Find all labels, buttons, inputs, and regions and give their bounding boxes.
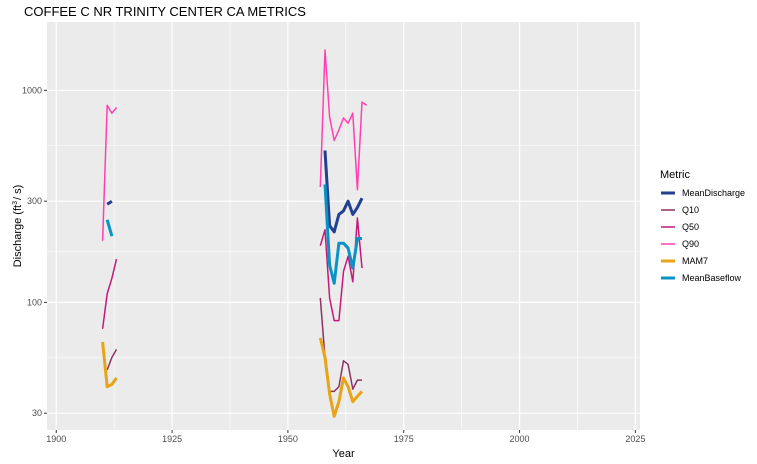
legend-label-meanbaseflow: MeanBaseflow <box>682 273 742 283</box>
y-axis-title-superscript: 3 <box>12 201 19 205</box>
y-axis-title: Discharge (ft3/ s) <box>12 185 24 268</box>
legend-label-q90: Q90 <box>682 239 699 249</box>
y-axis-title-main: Discharge (ft <box>12 205 24 267</box>
y-tick-label: 100 <box>27 297 42 307</box>
series-lines <box>101 49 368 418</box>
x-axis-ticks: 1900 1925 1950 1975 2000 2025 <box>46 430 645 444</box>
gridlines <box>47 22 640 430</box>
x-tick-label: 2025 <box>625 434 645 444</box>
series-line-mam7 <box>318 337 364 418</box>
y-axis-title-tail: / s) <box>12 185 24 200</box>
y-tick-label: 300 <box>27 196 42 206</box>
plot-panel <box>47 22 640 430</box>
series-line-meanbaseflow <box>323 184 362 285</box>
legend-label-mam7: MAM7 <box>682 256 708 266</box>
x-axis-title: Year <box>332 448 355 460</box>
legend: Metric MeanDischarge Q10 Q50 Q90 MAM7 MeanBas… <box>660 169 745 283</box>
legend-title: Metric <box>660 169 690 181</box>
y-tick-label: 1000 <box>22 85 42 95</box>
series-line-meanbaseflow <box>105 219 114 237</box>
x-tick-label: 1925 <box>162 434 182 444</box>
series-line-meandischarge <box>106 199 113 206</box>
series-line-mam7 <box>101 341 118 389</box>
series-line-q90 <box>101 104 118 241</box>
x-tick-label: 1950 <box>278 434 298 444</box>
legend-label-q10: Q10 <box>682 205 699 215</box>
series-line-q10 <box>106 349 118 371</box>
y-axis-ticks: 30 100 300 1000 <box>22 85 47 418</box>
series-line-q50 <box>101 258 118 329</box>
x-tick-label: 2000 <box>510 434 530 444</box>
series-line-meandischarge <box>323 150 364 234</box>
legend-label-meandischarge: MeanDischarge <box>682 188 745 198</box>
legend-label-q50: Q50 <box>682 222 699 232</box>
x-tick-label: 1975 <box>394 434 414 444</box>
series-line-q90 <box>319 49 368 191</box>
chart-title: COFFEE C NR TRINITY CENTER CA METRICS <box>24 4 306 19</box>
y-tick-label: 30 <box>32 408 42 418</box>
x-tick-label: 1900 <box>46 434 66 444</box>
